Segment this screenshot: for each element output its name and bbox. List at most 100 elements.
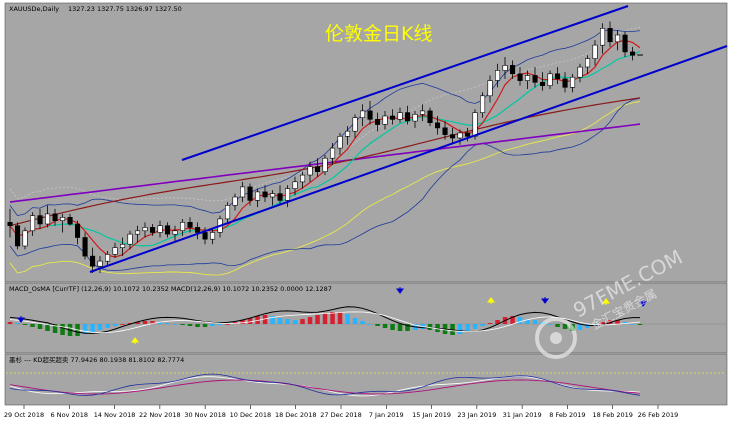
envelope-upper-line	[9, 26, 641, 202]
candle-body	[172, 230, 178, 235]
candle-body	[255, 191, 261, 201]
arrow-down-icon	[541, 297, 549, 304]
macd-histogram-bar	[405, 324, 410, 331]
macd-histogram-bar	[615, 320, 620, 324]
candle-body	[120, 244, 126, 249]
x-axis: 29 Oct 2018 6 Nov 2018 14 Nov 2018 22 Nov 2…	[4, 405, 678, 419]
candle-body	[37, 215, 43, 225]
x-tick-label: 14 Nov 2018	[94, 411, 136, 419]
macd-histogram-bar	[457, 324, 463, 334]
macd-histogram-bar	[487, 323, 493, 324]
candle-body	[584, 58, 591, 68]
macd-histogram-bar	[480, 324, 485, 326]
x-tick-label: 23 Jan 2019	[457, 411, 496, 419]
macd-histogram-bar	[330, 312, 335, 324]
candle-body	[554, 73, 561, 80]
x-tick-label: 29 Oct 2018	[4, 411, 44, 419]
candle-body	[464, 132, 471, 137]
candle-body	[284, 188, 291, 201]
macd-histogram-bar	[22, 324, 28, 325]
macd-histogram-bar	[172, 324, 178, 325]
arrow-down-icon	[639, 300, 647, 307]
candle-body	[502, 65, 508, 71]
kd-j-line	[9, 373, 641, 396]
candlestick-series	[7, 21, 643, 273]
macd-histogram-bar	[630, 324, 635, 325]
candle-body	[442, 127, 448, 135]
macd-histogram-bar	[37, 324, 43, 329]
macd-histogram-bar	[180, 324, 185, 325]
macd-histogram-bar	[547, 324, 553, 325]
symbol-label: XAUUSDe,Daily	[9, 5, 59, 13]
candle-body	[82, 237, 88, 257]
candle-body	[352, 117, 358, 132]
candle-body	[494, 70, 501, 81]
candle-body	[329, 147, 336, 159]
macd-histogram	[6, 306, 726, 336]
macd-label: MACD_OsMA [CurrTF] (12,26,9) 10.1072 10.…	[9, 285, 332, 293]
macd-histogram-bar	[262, 315, 268, 324]
candle-body	[142, 227, 148, 232]
macd-histogram-bar	[390, 324, 395, 330]
candle-body	[105, 254, 111, 262]
candle-body	[322, 157, 328, 172]
x-tick-label: 18 Dec 2018	[275, 411, 317, 419]
arrow-up-icon	[131, 337, 139, 344]
macd-histogram-bar	[127, 323, 133, 324]
candle-body	[412, 114, 418, 122]
candle-body	[457, 132, 463, 139]
arrow-up-icon	[487, 297, 495, 304]
watermark-logo-icon	[535, 317, 577, 359]
candle-body	[277, 193, 283, 201]
candle-body	[90, 255, 96, 267]
candle-body	[562, 78, 568, 88]
bollinger-lower-line	[9, 97, 641, 271]
candle-body	[472, 112, 478, 137]
kd-panel	[4, 353, 728, 406]
macd-histogram-bar	[60, 324, 65, 335]
price-panel	[4, 2, 728, 283]
candle-body	[539, 82, 546, 87]
macd-histogram-bar	[397, 324, 403, 331]
macd-histogram-bar	[45, 324, 50, 331]
kd-label: 墨杉 --- KD超买超卖 77.9426 80.1938 81.8102 82…	[9, 355, 184, 364]
x-tick-label: 8 Feb 2019	[549, 411, 585, 419]
macd-histogram-bar	[577, 324, 583, 330]
trend-channel	[89, 5, 728, 273]
macd-histogram-bar	[135, 322, 140, 324]
candle-body	[269, 193, 276, 198]
candle-body	[262, 191, 268, 198]
candle-body	[232, 196, 238, 206]
macd-histogram-bar	[525, 319, 530, 324]
candle-body	[15, 225, 21, 247]
candle-body	[44, 213, 51, 225]
macd-histogram-bar	[517, 317, 523, 324]
macd-histogram-bar	[352, 318, 358, 324]
candle-body	[389, 115, 396, 120]
chart-title: 伦敦金日K线	[325, 23, 432, 45]
candle-body	[225, 205, 231, 220]
macd-histogram-bar	[345, 314, 350, 324]
macd-histogram-bar	[360, 321, 365, 324]
envelope-lower-line	[9, 101, 641, 276]
candle-body	[404, 112, 411, 122]
candle-body	[337, 136, 343, 149]
macd-histogram-bar	[495, 320, 500, 324]
candle-body	[569, 76, 576, 88]
macd-histogram-bar	[532, 320, 538, 324]
candle-body	[427, 110, 433, 124]
macd-histogram-bar	[255, 316, 260, 324]
candle-body	[180, 222, 186, 232]
candle-body	[195, 227, 201, 233]
macd-histogram-bar	[510, 316, 515, 324]
arrow-down-icon	[17, 316, 25, 323]
macd-histogram-bar	[15, 323, 20, 324]
macd-histogram-bar	[217, 324, 223, 325]
macd-histogram-bar	[375, 324, 380, 326]
candle-body	[112, 247, 118, 255]
x-tick-label: 30 Nov 2018	[184, 411, 226, 419]
macd-histogram-bar	[292, 320, 298, 324]
macd-histogram-bar	[600, 322, 605, 324]
x-tick-label: 27 Dec 2018	[320, 411, 362, 419]
macd-histogram-bar	[30, 324, 35, 327]
